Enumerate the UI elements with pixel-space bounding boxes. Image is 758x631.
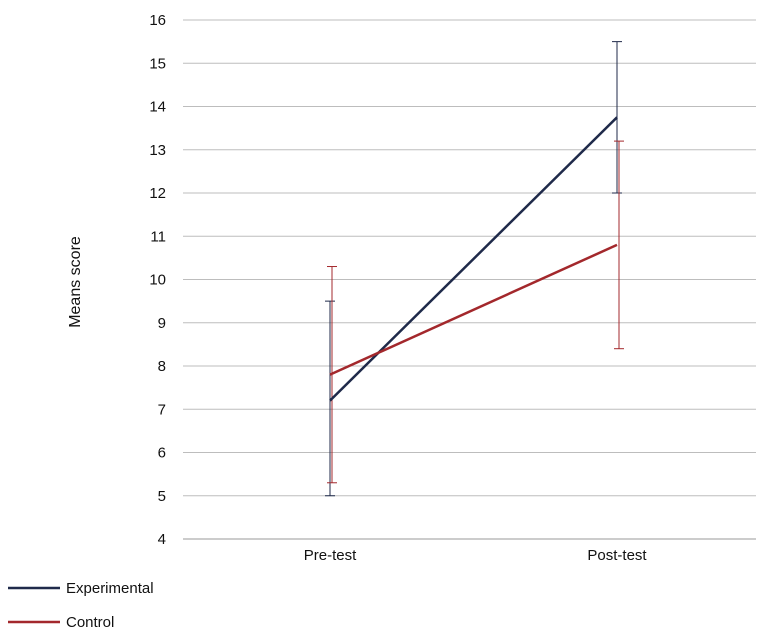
legend: Experimental Control — [8, 580, 154, 631]
y-tick-label: 11 — [150, 228, 166, 245]
y-tick-label: 14 — [149, 99, 166, 116]
error-bars — [325, 41, 624, 497]
y-tick-label: 5 — [158, 488, 166, 505]
x-axis-categories: Pre-test Post-test — [304, 547, 648, 564]
y-tick-label: 13 — [149, 142, 166, 159]
y-tick-label: 12 — [149, 185, 166, 202]
series-line-control — [329, 243, 618, 376]
gridlines — [183, 19, 756, 540]
legend-label: Experimental — [66, 580, 154, 597]
y-tick-label: 4 — [158, 531, 166, 548]
y-tick-label: 6 — [158, 445, 166, 462]
y-axis-ticks: 4 5 6 7 8 9 10 11 12 13 14 15 16 — [149, 12, 166, 548]
series-lines — [329, 116, 618, 402]
x-category-label: Post-test — [587, 547, 647, 564]
y-tick-label: 10 — [149, 272, 166, 289]
y-tick-label: 8 — [158, 358, 166, 375]
y-tick-label: 9 — [158, 315, 166, 332]
series-line-experimental — [329, 116, 618, 402]
y-tick-label: 7 — [158, 401, 166, 418]
x-category-label: Pre-test — [304, 547, 357, 564]
legend-label: Control — [66, 614, 114, 631]
y-axis-label: Means score — [67, 236, 84, 328]
y-tick-label: 16 — [149, 12, 166, 29]
y-tick-label: 15 — [149, 55, 166, 72]
